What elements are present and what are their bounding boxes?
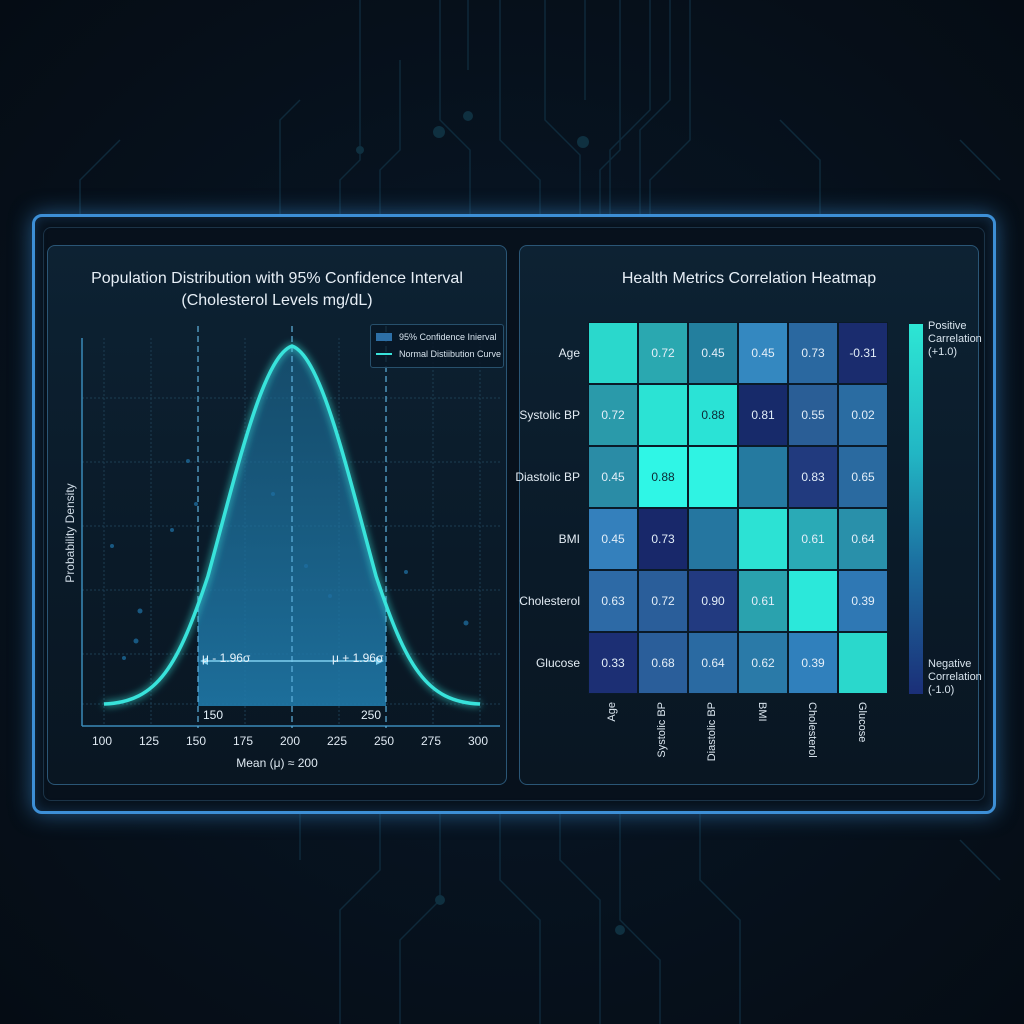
heatmap-cell: 0.45 (588, 508, 638, 570)
row-label-glucose: Glucose (535, 656, 580, 670)
heatmap-cell: 0.68 (638, 632, 688, 694)
heatmap-cell (738, 508, 788, 570)
heatmap-cell: 0.64 (838, 508, 888, 570)
heatmap-cell: 0.72 (588, 384, 638, 446)
x-axis-label: Mean (μ) ≈ 200 (236, 756, 318, 770)
heatmap-cell: 0.73 (788, 322, 838, 384)
frame-inner-border (43, 227, 985, 801)
heatmap-cell (688, 446, 738, 508)
y-axis-label: Probability Density (63, 483, 77, 583)
heatmap-cell (638, 384, 688, 446)
chart-title-line2: (Cholesterol Levels mg/dL) (181, 292, 373, 309)
heatmap-cell: 0.39 (788, 632, 838, 694)
heatmap-cell: 0.45 (738, 322, 788, 384)
heatmap-cell: 0.73 (638, 508, 688, 570)
col-label-diastolic-bp: Diastolic BP (706, 702, 718, 762)
heatmap-cell: 0.39 (838, 570, 888, 632)
chart-title-line1: Population Distribution with 95% Confide… (91, 270, 463, 287)
heatmap-cell: 0.62 (738, 632, 788, 694)
heatmap-cell: 0.65 (838, 446, 888, 508)
normal-distribution-curve (103, 344, 481, 706)
row-label-bmi: BMI (558, 532, 580, 546)
colorbar-positive-label: Positive Carrelation (+1.0) (928, 320, 982, 358)
heatmap-cell (738, 446, 788, 508)
heatmap-cell: 0.55 (788, 384, 838, 446)
colorbar (909, 324, 923, 694)
col-label-systolic-bp: Systolic BP (656, 702, 668, 758)
heatmap-cell: 0.61 (788, 508, 838, 570)
heatmap-cell: 0.72 (638, 322, 688, 384)
heatmap-cell: 0.64 (688, 632, 738, 694)
chart-legend: 95% Confidence Inierval Normal Distiibut… (370, 324, 504, 368)
row-label-cholesterol: Cholesterol (519, 594, 580, 608)
col-label-cholesterol: Cholesterol (806, 702, 818, 758)
legend-item-curve: Normal Distiibution Curve (371, 345, 503, 362)
col-label-bmi: BMI (756, 702, 768, 722)
legend-item-ci: 95% Confidence Inierval (371, 328, 503, 345)
heatmap-cell (688, 508, 738, 570)
distribution-plot (81, 326, 500, 728)
heatmap-cell: 0.61 (738, 570, 788, 632)
heatmap-cell: 0.63 (588, 570, 638, 632)
curve-swatch-icon (376, 352, 392, 355)
col-label-glucose: Glucose (856, 702, 868, 743)
ci-swatch-icon (376, 332, 392, 341)
correlation-heatmap-panel: Health Metrics Correlation Heatmap Age S… (515, 245, 982, 785)
ci-lower-value: 150 (203, 708, 224, 722)
heatmap-cell: 0.33 (588, 632, 638, 694)
heatmap-cell: 0.02 (838, 384, 888, 446)
heatmap-grid: 0.72 0.45 0.45 0.73 -0.31 0.72 0.88 0.81 0.55 0.0… (588, 322, 888, 694)
heatmap-cell: 0.88 (688, 384, 738, 446)
heatmap-cell (588, 322, 638, 384)
distribution-chart-panel: Population Distribution with 95% Confide… (47, 245, 507, 785)
ci-upper-label: μ + 1.96σ (332, 651, 384, 665)
heatmap-cell: 0.81 (738, 384, 788, 446)
heatmap-cell (788, 570, 838, 632)
heatmap-cell: 0.45 (588, 446, 638, 508)
heatmap-cell: 0.90 (688, 570, 738, 632)
scatter-dots (110, 459, 469, 660)
col-label-age: Age (606, 702, 618, 722)
ci-upper-value: 250 (361, 708, 382, 722)
row-label-diastolic-bp: Diastolic BP (515, 470, 580, 484)
heatmap-cell (838, 632, 888, 694)
row-label-age: Age (558, 346, 580, 360)
heatmap-cell: 0.72 (638, 570, 688, 632)
colorbar-negative-label: Negative Correlation (-1.0) (928, 658, 982, 696)
heatmap-cell: -0.31 (838, 322, 888, 384)
heatmap-cell: 0.88 (638, 446, 688, 508)
distribution-chart-title: Population Distribution with 95% Confide… (48, 268, 506, 312)
dashboard-frame: Population Distribution with 95% Confide… (32, 214, 996, 814)
heatmap-title: Health Metrics Correlation Heatmap (621, 270, 877, 287)
row-label-systolic-bp: Systolic BP (519, 408, 580, 422)
heatmap-cell: 0.83 (788, 446, 838, 508)
ci-lower-label: μ - 1.96σ (202, 651, 251, 665)
heatmap-cell: 0.45 (688, 322, 738, 384)
